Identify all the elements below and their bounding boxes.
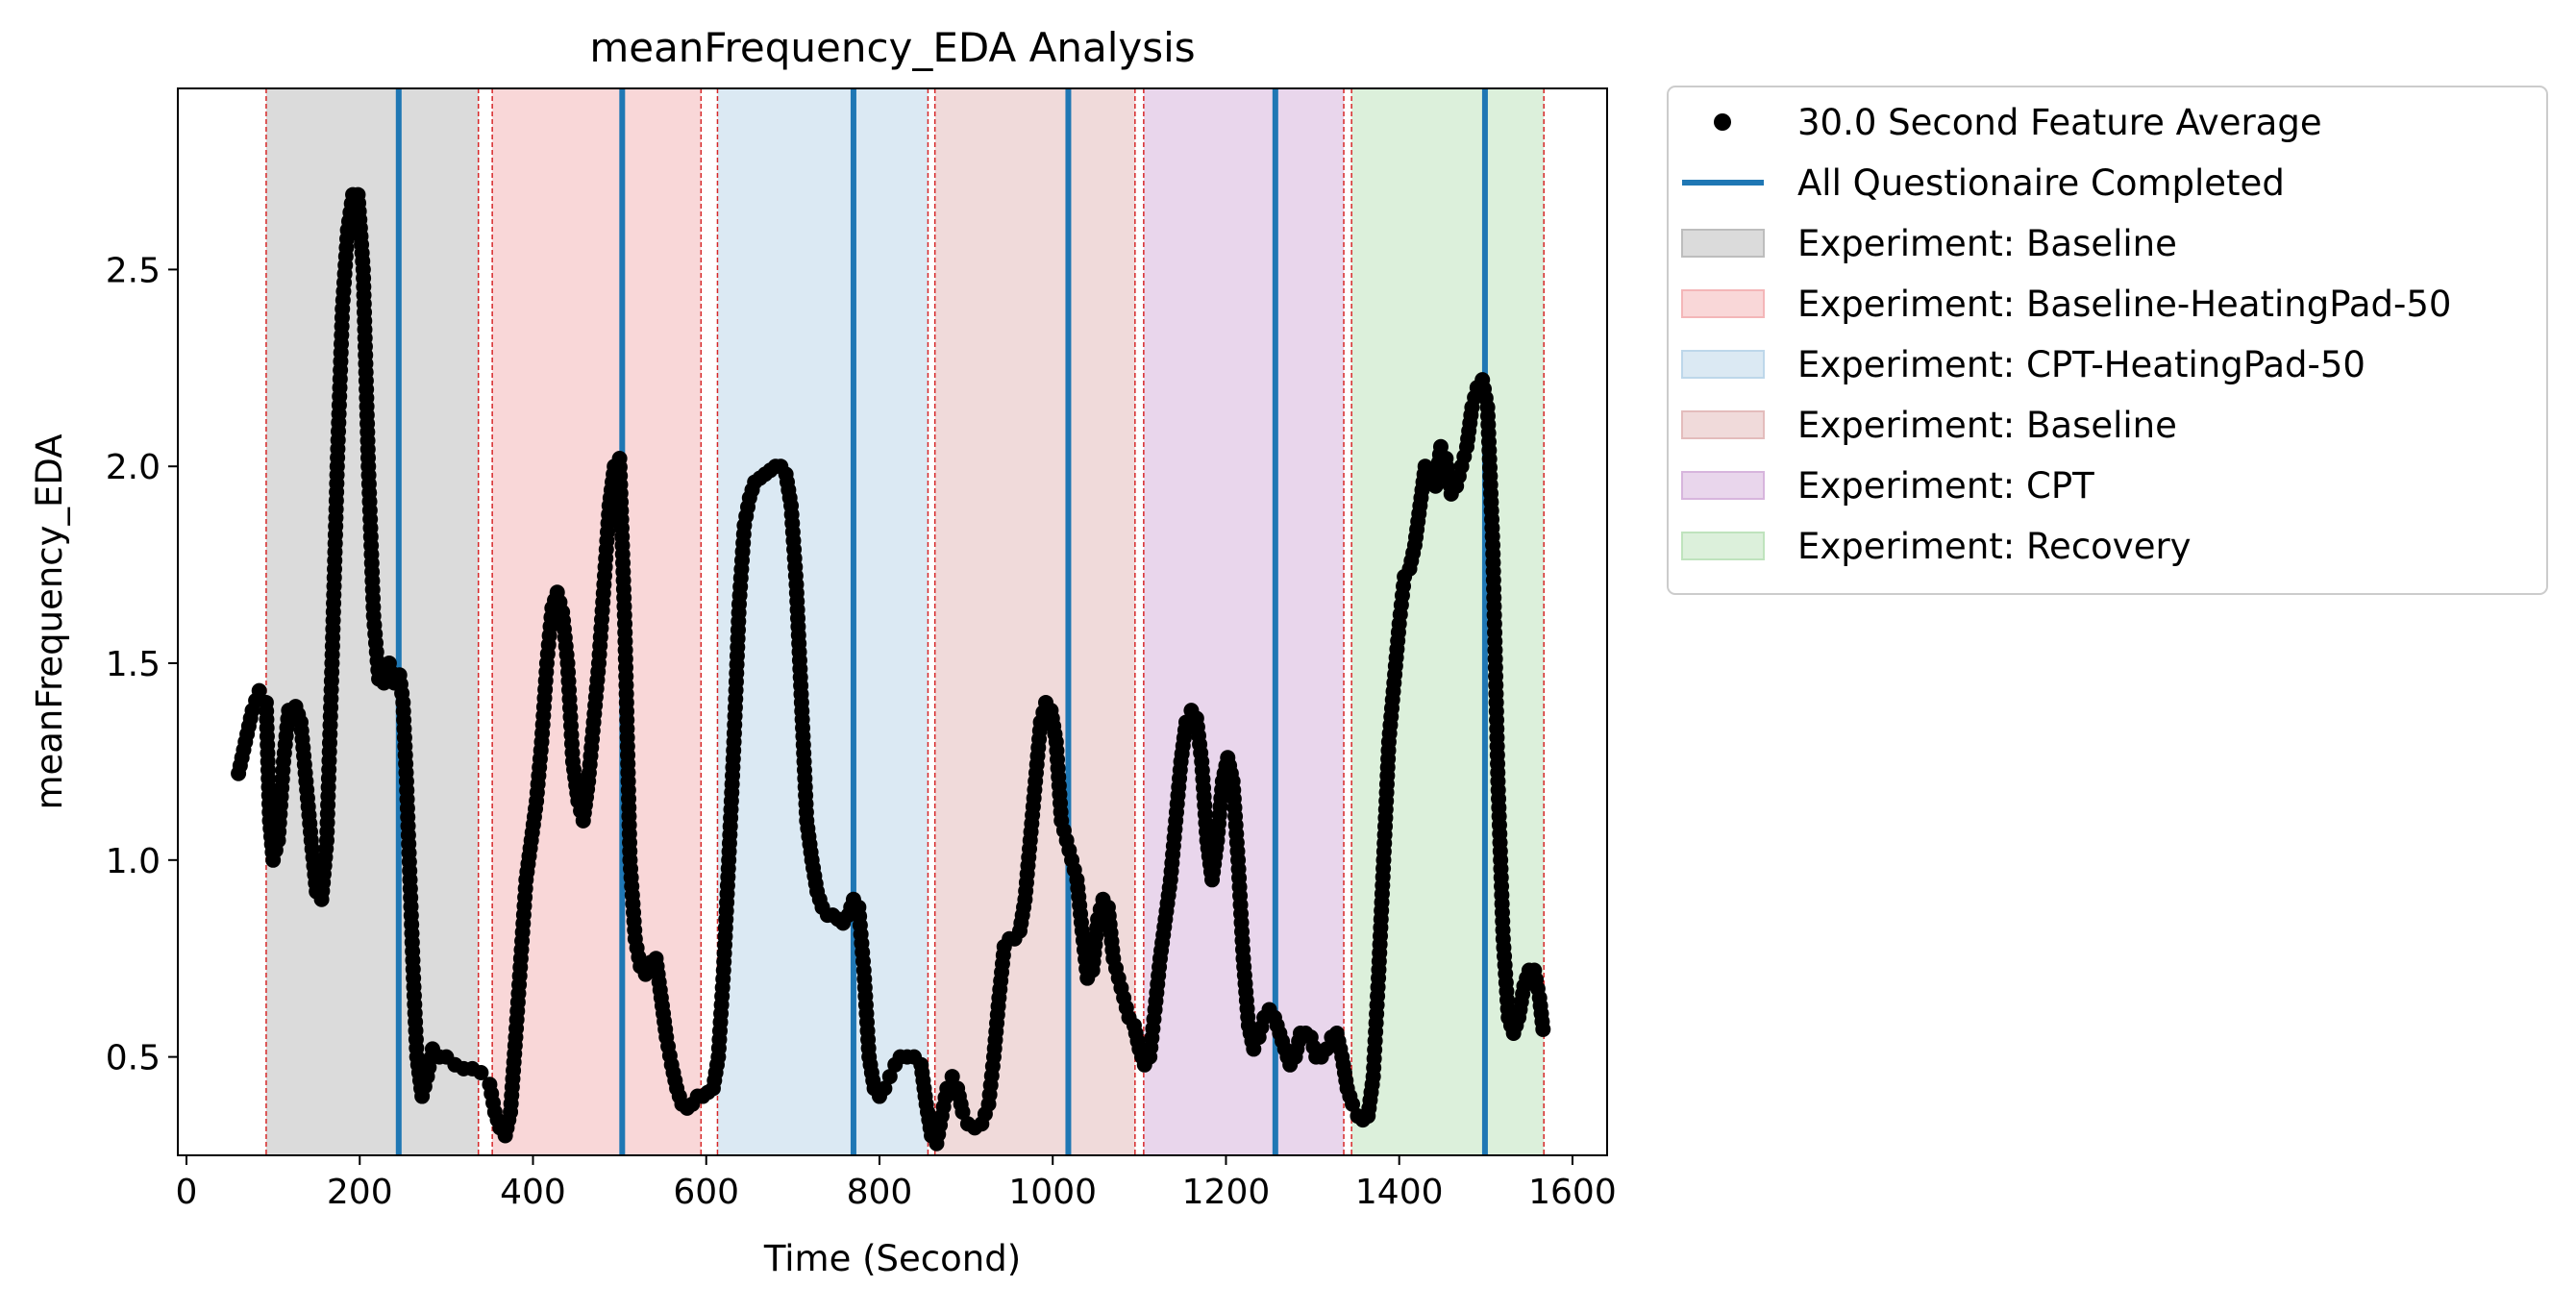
data-point [1535,1021,1551,1037]
questionnaire-lines [395,88,1488,1155]
data-point [1432,438,1449,455]
legend-item: 30.0 Second Feature Average [1714,102,2322,143]
data-point [881,1069,898,1085]
legend-label: Experiment: Baseline-HeatingPad-50 [1797,284,2451,325]
x-tick-label: 800 [847,1173,913,1212]
legend-label: All Questionaire Completed [1797,162,2285,204]
legend-label: Experiment: Baseline [1797,405,2177,446]
x-axis-ticks: 0 200 400 600 800 1000 1200 1400 1600 [176,1155,1617,1212]
legend-box [1667,86,2548,595]
data-points [231,186,1551,1151]
x-tick-label: 200 [327,1173,393,1212]
legend-item: Experiment: CPT-HeatingPad-50 [1681,344,2365,385]
span-3 [717,88,929,1155]
legend-marker-icon [1714,113,1731,131]
x-axis-label: Time (Second) [763,1238,1021,1279]
y-tick-label: 2.5 [106,251,161,290]
legend-label: 30.0 Second Feature Average [1797,102,2322,143]
data-point [473,1064,489,1080]
legend-patch-icon [1681,289,1765,318]
legend-label: Experiment: Recovery [1797,526,2192,567]
y-axis-ticks: 0.5 1.0 1.5 2.0 2.5 [106,251,178,1078]
x-tick-label: 1000 [1008,1173,1097,1212]
legend-patch-icon [1681,410,1765,439]
data-point [637,966,654,982]
legend-label: Experiment: CPT [1797,465,2094,507]
legend-item: Experiment: Baseline [1681,405,2177,446]
x-tick-label: 1200 [1182,1173,1271,1212]
legend: 30.0 Second Feature Average All Questiona… [1667,86,2548,595]
y-tick-label: 2.0 [106,448,161,487]
data-point [1246,1041,1262,1057]
data-point [1345,1096,1361,1112]
data-point [954,1103,971,1120]
span-4 [934,88,1135,1155]
x-tick-label: 0 [176,1173,198,1212]
x-tick-label: 1600 [1528,1173,1617,1212]
chart-title: meanFrequency_EDA Analysis [589,24,1195,71]
legend-item: Experiment: Recovery [1681,526,2192,567]
x-tick-label: 400 [500,1173,566,1212]
legend-item: Experiment: CPT [1681,465,2094,507]
y-tick-label: 0.5 [106,1039,161,1078]
legend-item: All Questionaire Completed [1682,162,2285,204]
legend-label: Experiment: CPT-HeatingPad-50 [1797,344,2365,385]
legend-item: Experiment: Baseline [1681,223,2177,264]
y-tick-label: 1.5 [106,645,161,684]
data-point [944,1069,960,1085]
data-point [251,682,267,699]
x-tick-label: 1400 [1355,1173,1444,1212]
legend-patch-icon [1681,471,1765,500]
legend-patch-icon [1681,229,1765,258]
data-point [877,1080,893,1097]
data-point [1319,1041,1335,1057]
legend-item: Experiment: Baseline-HeatingPad-50 [1681,284,2451,325]
legend-label: Experiment: Baseline [1797,223,2177,264]
y-axis-label: meanFrequency_EDA [29,433,70,809]
plot-frame [177,87,1608,1156]
y-tick-label: 1.0 [106,842,161,881]
legend-patch-icon [1681,350,1765,379]
legend-patch-icon [1681,532,1765,560]
x-tick-label: 600 [673,1173,739,1212]
